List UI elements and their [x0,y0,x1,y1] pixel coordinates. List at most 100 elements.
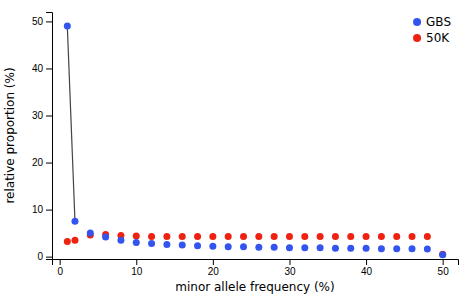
legend-label: 50K [426,31,450,45]
point [163,233,170,240]
point [179,241,186,248]
axis-line [53,260,459,266]
point [240,233,247,240]
point [102,233,109,240]
tick: 10 [32,204,52,215]
point [317,233,324,240]
tick-mark [443,259,444,265]
tick-mark [46,116,52,117]
tick-label: 30 [284,266,296,277]
tick-label: 40 [361,266,373,277]
point [347,233,354,240]
series [64,23,446,259]
plot: 0 10 20 30 40 50 0 10 20 30 40 50 [32,13,459,278]
tick: 50 [32,16,52,27]
legend-label: GBS [426,15,451,29]
tick: 40 [361,259,373,277]
point [271,244,278,251]
marks [64,23,446,259]
point [117,237,124,244]
point [378,233,385,240]
legend-swatch [413,34,421,42]
tick-mark [46,163,52,164]
point [301,244,308,251]
point [424,246,431,253]
point [332,245,339,252]
point [378,245,385,252]
tick-mark [46,68,52,69]
tick-label: 10 [131,266,143,277]
tick: 40 [32,63,52,74]
series [64,231,446,258]
point [393,245,400,252]
tick-mark [366,259,367,265]
point [255,244,262,251]
tick-label: 50 [438,266,450,277]
x-axis-title: minor allele frequency (%) [175,280,334,294]
tick-mark [213,259,214,265]
point [64,23,71,30]
y-axis: 0 10 20 30 40 50 [32,13,53,263]
point [271,233,278,240]
point [71,237,78,244]
tick-label: 30 [32,110,44,121]
point [209,233,216,240]
point [209,243,216,250]
tick-mark [136,259,137,265]
tick-label: 20 [208,266,220,277]
point [179,233,186,240]
point [409,233,416,240]
point [225,233,232,240]
tick-mark [60,259,61,265]
point [163,241,170,248]
point [424,233,431,240]
point [240,243,247,250]
point [87,230,94,237]
tick: 20 [32,157,52,168]
tick-label: 40 [32,63,44,74]
point [64,238,71,245]
point [393,233,400,240]
point [332,233,339,240]
point [439,251,446,258]
tick-label: 20 [32,157,44,168]
tick-label: 10 [32,204,44,215]
tick-label: 0 [37,251,43,262]
tick: 20 [208,259,220,277]
tick-label: 0 [57,266,63,277]
point [301,233,308,240]
legend-item: 50K [413,31,450,45]
legend-swatch [413,18,421,26]
tick: 0 [57,259,63,277]
point [347,245,354,252]
point [409,245,416,252]
point [225,243,232,250]
point [286,233,293,240]
tick-label: 50 [32,16,44,27]
point [363,233,370,240]
point [148,233,155,240]
tick-mark [46,21,52,22]
legend-item: GBS [413,15,451,29]
tick: 30 [284,259,296,277]
point [194,233,201,240]
point [363,245,370,252]
tick-mark [46,257,52,258]
point [439,251,446,258]
point [71,218,78,225]
point [317,244,324,251]
point [255,233,262,240]
tick: 0 [37,251,52,262]
tick: 10 [131,259,143,277]
tick-mark [46,210,52,211]
tick: 30 [32,110,52,121]
tick: 50 [438,259,450,277]
point [133,239,140,246]
y-axis-title: relative proportion (%) [3,67,17,203]
chart: 0 10 20 30 40 50 0 10 20 30 40 50 minor allele frequ… [0,0,474,299]
axis-line [46,13,53,260]
legend: GBS 50K [413,15,451,45]
point [194,242,201,249]
x-axis: 0 10 20 30 40 50 [53,259,459,277]
line [67,26,75,221]
